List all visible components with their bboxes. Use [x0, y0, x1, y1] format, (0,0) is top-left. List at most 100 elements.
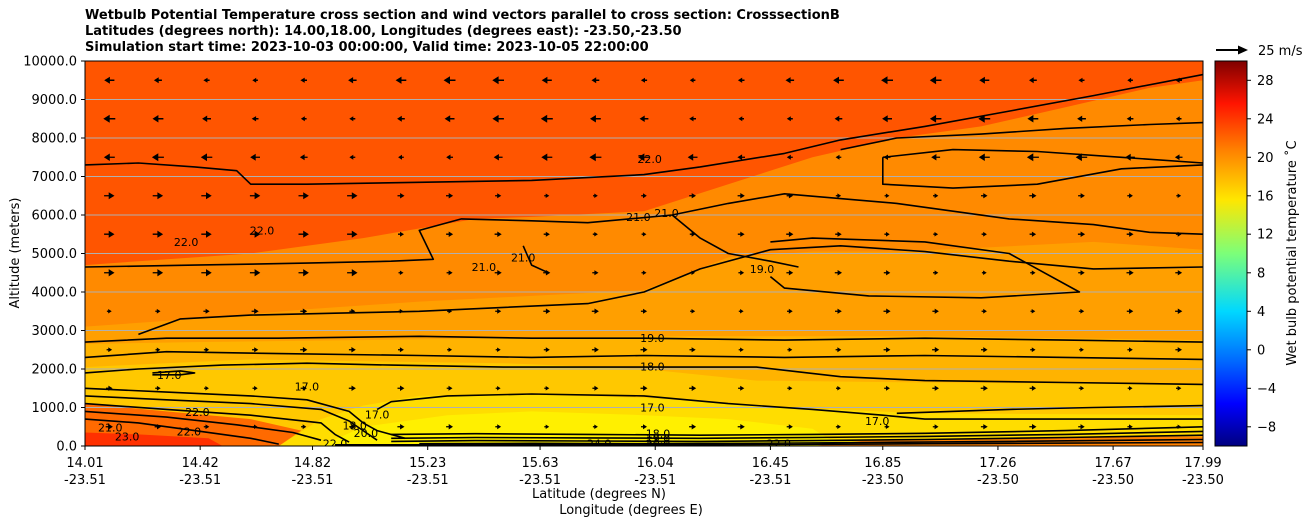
wind-vector: [834, 270, 842, 276]
x-tick-label-lat: 14.42: [182, 456, 219, 471]
contour-coast-2: [85, 395, 378, 441]
wind-vector: [931, 154, 941, 161]
x-tick-label-lon: -23.50: [977, 473, 1019, 488]
x-tick-label-lon: -23.51: [407, 473, 449, 488]
contour-21-branch: [671, 214, 799, 268]
wind-vector: [104, 269, 115, 277]
wind-vector: [689, 385, 697, 391]
wind-vector: [933, 193, 939, 199]
contour-label: 22.0: [323, 437, 348, 450]
contour-surface-3: [391, 434, 1203, 443]
wind-vector: [1029, 385, 1037, 391]
wind-vector: [349, 154, 356, 160]
wind-vector: [737, 154, 745, 161]
wind-vector: [298, 269, 309, 277]
wind-vector: [738, 270, 745, 276]
x-tick-label-lon: -23.51: [64, 473, 106, 488]
y-tick-label: 1000.0: [32, 401, 78, 416]
wind-vector: [835, 231, 842, 237]
x-tick-label-lat: 16.45: [752, 456, 789, 471]
contour-22-upper: [85, 73, 1203, 185]
y-tick-label: 5000.0: [32, 247, 78, 262]
wind-vector: [540, 114, 553, 123]
contour-label: 22.0: [174, 236, 199, 249]
wind-vector: [1029, 424, 1037, 430]
wind-vector: [106, 309, 112, 314]
wind-vector: [443, 76, 456, 85]
contour-label: 22.0: [177, 425, 202, 438]
wind-vector: [835, 424, 841, 429]
contour-label: 22.0: [637, 153, 662, 166]
wind-vector: [1176, 385, 1182, 391]
wind-vector: [495, 308, 502, 314]
contour-19: [85, 350, 1203, 361]
wind-vector: [738, 347, 744, 352]
wind-vector: [1075, 153, 1088, 162]
wind-vector: [690, 270, 695, 275]
x-tick-label-lat: 15.23: [409, 456, 446, 471]
x-tick-label-lon: -23.51: [634, 473, 676, 488]
wind-vector: [203, 347, 210, 353]
wind-vector: [1175, 308, 1183, 314]
wind-vector: [978, 153, 990, 161]
wind-vector: [932, 308, 939, 314]
wind-vector: [398, 231, 404, 237]
wind-vector: [104, 76, 115, 84]
contour-label: 22.0: [250, 224, 275, 237]
contour-surface-4: [419, 438, 1203, 445]
contour-21-main: [85, 193, 1203, 268]
wind-vector: [203, 424, 210, 430]
wind-vector: [932, 385, 939, 391]
contour-19-tongue: [769, 237, 1081, 299]
contour-label: 24.0: [587, 437, 612, 450]
wind-vector: [1079, 347, 1084, 352]
wind-vector: [592, 232, 598, 237]
y-tick-label: 9000.0: [32, 93, 78, 108]
quiver-key: 25 m/s: [1216, 44, 1303, 59]
wind-vector: [495, 347, 501, 352]
colorbar-tick-label: 24: [1257, 112, 1274, 127]
wind-vector: [204, 386, 209, 391]
x-tick-label-lat: 17.26: [979, 456, 1016, 471]
wind-vector: [1176, 193, 1182, 198]
wind-vector: [883, 347, 891, 353]
wind-vector: [349, 116, 356, 122]
wind-vector: [638, 153, 650, 162]
wind-vector: [397, 424, 405, 430]
wind-vector: [884, 385, 890, 391]
wind-vector: [495, 386, 501, 391]
wind-vector: [1175, 231, 1182, 237]
wind-vector: [395, 76, 407, 84]
wind-vector: [397, 193, 405, 199]
wind-vector: [689, 424, 697, 430]
contour-surface-2: [391, 430, 1203, 440]
wind-vector: [639, 115, 649, 122]
wind-vector: [153, 77, 162, 84]
wind-vector: [687, 153, 698, 161]
wind-vector: [1127, 424, 1133, 430]
x-tick-label-lat: 17.99: [1184, 456, 1221, 471]
y-tick-label: 7000.0: [32, 170, 78, 185]
wind-vector: [689, 347, 696, 353]
wind-vector: [1077, 115, 1086, 122]
wind-vector: [883, 308, 891, 314]
contour-21-island: [522, 245, 549, 274]
wind-vector: [1176, 424, 1182, 429]
wind-vector: [249, 192, 261, 200]
wind-vector: [979, 76, 990, 84]
wind-vector: [300, 385, 307, 391]
x-tick-label-lat: 14.01: [66, 456, 103, 471]
contour-coast-3: [85, 402, 350, 443]
y-tick-label: 4000.0: [32, 286, 78, 301]
wind-vector: [738, 116, 744, 122]
wind-vector: [544, 193, 550, 198]
wind-vector: [446, 154, 453, 160]
wind-vector: [1126, 231, 1134, 237]
quiver-key-arrowhead: [1238, 45, 1248, 55]
wind-vector: [737, 424, 745, 430]
wind-vector: [641, 193, 647, 199]
y-tick-label: 0.0: [56, 440, 77, 455]
wind-vector: [347, 230, 358, 238]
wind-vector: [981, 308, 987, 314]
